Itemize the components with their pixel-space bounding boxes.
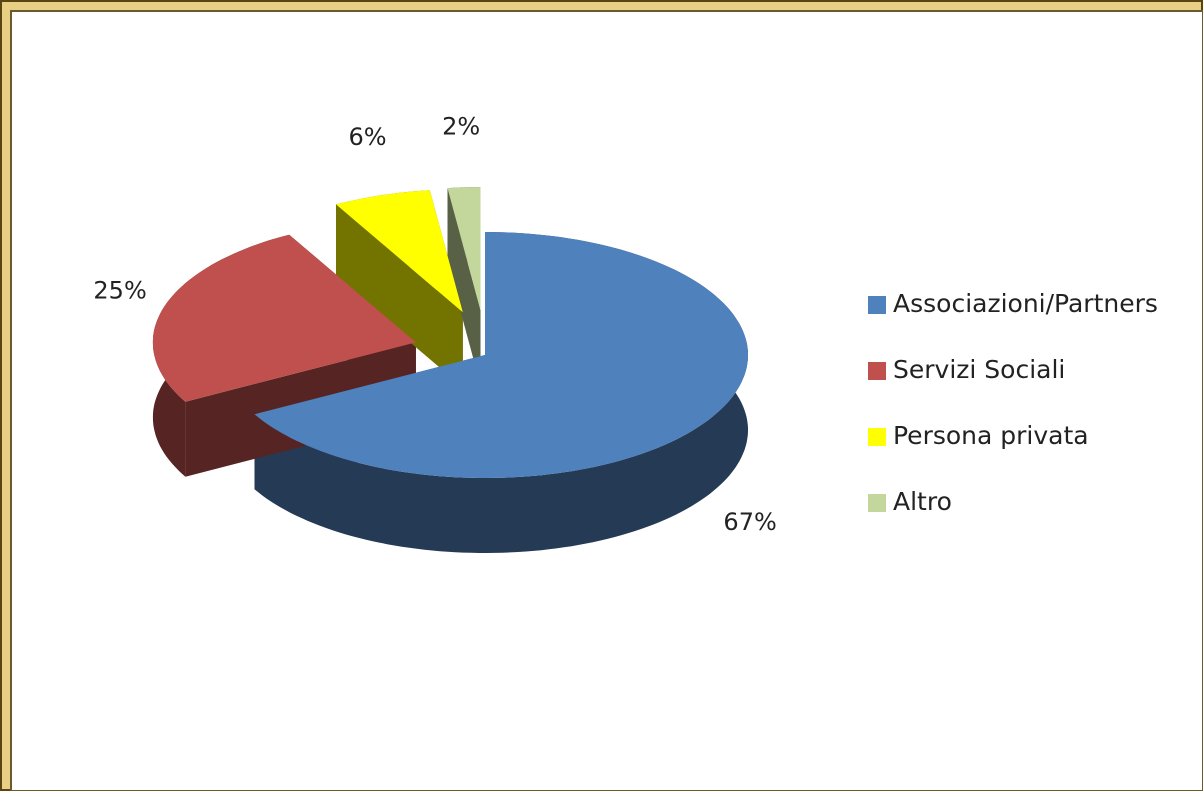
legend-label: Servizi Sociali (893, 355, 1065, 384)
legend-label: Associazioni/Partners (893, 289, 1158, 318)
data-label: 2% (442, 112, 480, 140)
data-label: 67% (723, 508, 776, 536)
slice (447, 187, 481, 311)
legend-swatch (868, 428, 886, 446)
legend-label: Altro (893, 487, 952, 516)
legend-swatch (868, 494, 886, 512)
slice (254, 232, 748, 478)
legend-swatch (868, 362, 886, 380)
data-label: 6% (349, 123, 387, 151)
legend-swatch (868, 296, 886, 314)
slice (336, 190, 463, 313)
legend-label: Persona privata (893, 421, 1089, 450)
slice (152, 234, 416, 402)
data-label: 25% (93, 276, 146, 304)
